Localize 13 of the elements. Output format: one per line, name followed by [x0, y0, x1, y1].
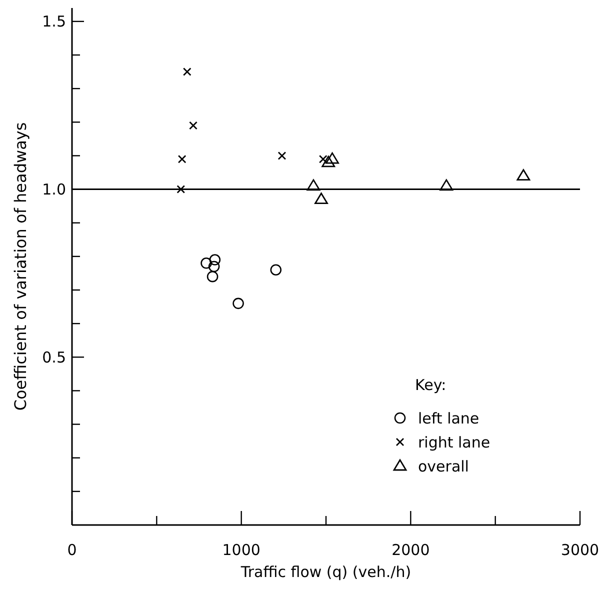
y-tick-label: 0.5: [42, 348, 66, 366]
x-tick-label: 0: [67, 541, 77, 559]
y-axis-title: Coefficient of variation of headways: [11, 122, 30, 411]
legend-label: right lane: [418, 433, 490, 452]
y-tick-label: 1.5: [42, 12, 66, 31]
x-tick-label: 1000: [222, 541, 260, 559]
x-tick-label: 3000: [560, 541, 600, 559]
legend-label: overall: [418, 457, 469, 476]
y-tick-label: 1.0: [42, 180, 66, 199]
x-axis-title: Traffic flow (q) (veh./h): [240, 563, 412, 581]
legend-label: left lane: [418, 409, 480, 428]
legend-title: Key:: [415, 376, 446, 394]
x-tick-label: 2000: [392, 541, 430, 559]
